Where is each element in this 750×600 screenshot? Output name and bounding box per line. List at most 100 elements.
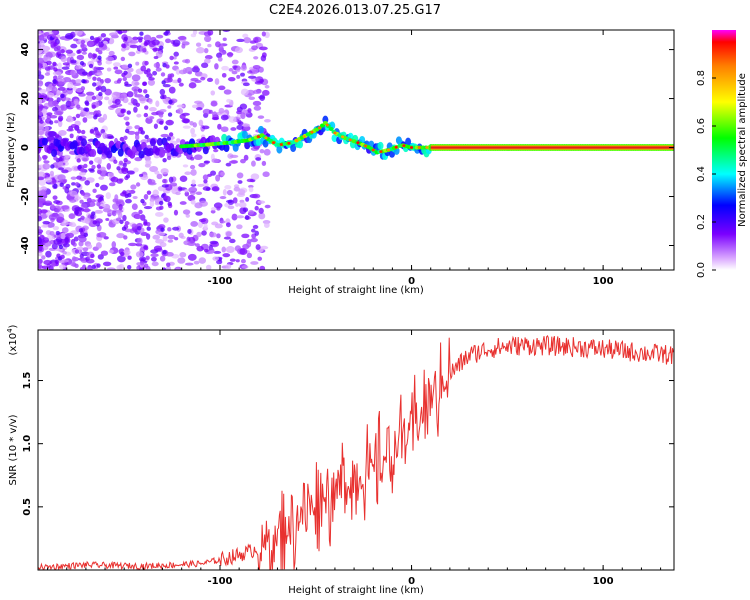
noise-blob xyxy=(103,37,111,42)
noise-blob xyxy=(131,203,138,211)
noise-blob xyxy=(211,158,219,164)
noise-blob xyxy=(187,253,197,261)
top-y-tick-label: 40 xyxy=(20,43,31,57)
noise-blob xyxy=(70,176,77,180)
noise-blob xyxy=(236,124,244,131)
noise-blob xyxy=(104,88,112,96)
noise-blob xyxy=(244,214,250,221)
noise-streak xyxy=(119,136,125,142)
noise-blob xyxy=(89,111,94,115)
noise-blob xyxy=(150,253,159,258)
noise-blob xyxy=(254,230,260,236)
noise-blob xyxy=(240,88,249,96)
noise-streak xyxy=(162,250,167,255)
noise-blob xyxy=(78,240,84,247)
bottom-x-tick-label: -100 xyxy=(207,576,232,587)
noise-streak xyxy=(58,81,64,86)
noise-blob xyxy=(184,188,189,193)
noise-blob xyxy=(249,40,257,44)
noise-blob xyxy=(46,60,52,66)
noise-blob xyxy=(86,243,93,249)
noise-blob xyxy=(209,250,215,254)
noise-blob xyxy=(221,246,227,253)
noise-blob xyxy=(38,231,42,236)
noise-blob xyxy=(105,56,115,62)
noise-streak xyxy=(123,36,128,41)
noise-blob xyxy=(43,259,52,266)
noise-blob xyxy=(179,252,187,258)
top-x-tick-label: 0 xyxy=(408,276,415,287)
noise-blob xyxy=(67,81,74,89)
noise-streak xyxy=(143,221,148,226)
noise-streak xyxy=(138,38,143,43)
noise-blob xyxy=(248,209,255,215)
bottom-y-tick-label: 0.5 xyxy=(22,498,33,516)
noise-blob xyxy=(130,184,137,190)
noise-blob xyxy=(225,162,232,167)
noise-streak xyxy=(74,249,80,254)
noise-blob xyxy=(191,104,199,109)
noise-blob xyxy=(135,251,144,258)
noise-blob xyxy=(210,170,217,176)
noise-blob xyxy=(69,190,78,197)
ridge-halo xyxy=(138,150,145,159)
noise-blob xyxy=(86,91,95,96)
noise-streak xyxy=(127,255,132,260)
noise-streak xyxy=(116,79,122,84)
noise-blob xyxy=(143,193,149,200)
noise-blob xyxy=(169,182,178,187)
noise-blob xyxy=(177,107,184,115)
noise-blob xyxy=(38,57,45,64)
noise-blob xyxy=(112,203,119,211)
noise-blob xyxy=(241,233,250,239)
ridge-halo xyxy=(38,146,41,155)
colorbar-label: Normalized spectral amplitude xyxy=(737,73,748,227)
noise-blob xyxy=(159,108,167,113)
noise-blob xyxy=(64,236,69,244)
noise-blob xyxy=(38,215,43,222)
noise-blob xyxy=(107,99,113,105)
noise-blob xyxy=(38,45,42,52)
noise-blob xyxy=(65,33,74,40)
noise-blob xyxy=(70,43,78,49)
noise-blob xyxy=(219,220,226,224)
noise-blob xyxy=(52,177,57,185)
noise-blob xyxy=(198,162,206,168)
noise-blob xyxy=(227,51,234,58)
noise-blob xyxy=(134,133,140,141)
noise-blob xyxy=(177,36,187,41)
bottom-x-axis: -100 0 100 xyxy=(47,330,662,587)
noise-blob xyxy=(232,65,238,69)
noise-blob xyxy=(128,51,136,57)
noise-blob xyxy=(151,256,157,262)
noise-blob xyxy=(38,179,46,186)
noise-streak xyxy=(118,160,124,165)
noise-blob xyxy=(199,200,208,207)
noise-blob xyxy=(75,79,82,84)
noise-blob xyxy=(224,184,232,190)
noise-blob xyxy=(95,66,105,71)
noise-streak xyxy=(124,193,129,199)
noise-blob xyxy=(200,76,206,81)
noise-streak xyxy=(137,88,143,93)
ridge-halo xyxy=(94,140,101,149)
noise-blob xyxy=(69,133,74,139)
noise-streak xyxy=(89,128,95,134)
noise-blob xyxy=(251,67,259,75)
noise-streak xyxy=(97,85,102,90)
noise-streak xyxy=(97,169,102,175)
ridge-halo xyxy=(106,150,113,159)
noise-blob xyxy=(116,265,123,270)
noise-streak xyxy=(52,61,57,67)
noise-blob xyxy=(90,199,96,203)
noise-blob xyxy=(60,105,65,111)
noise-blob xyxy=(51,86,58,93)
noise-blob xyxy=(38,98,43,105)
noise-streak xyxy=(140,130,145,135)
noise-blob xyxy=(61,205,70,210)
noise-blob xyxy=(215,41,221,48)
noise-streak xyxy=(91,104,96,109)
noise-blob xyxy=(52,225,60,231)
noise-streak xyxy=(124,81,129,86)
noise-streak xyxy=(140,198,145,204)
